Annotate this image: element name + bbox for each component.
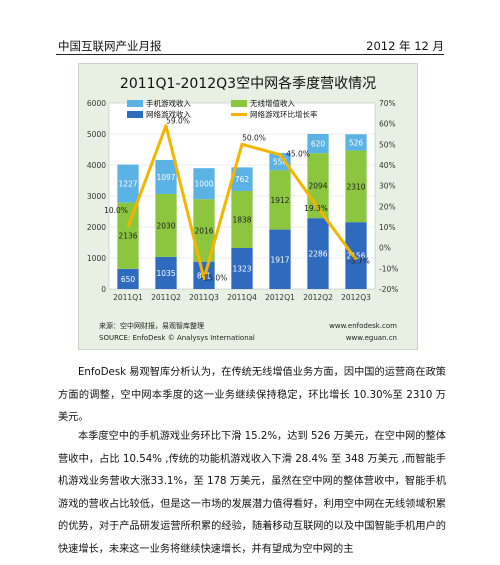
bar-segment — [269, 229, 291, 289]
x-tick-label: 2011Q4 — [227, 293, 257, 302]
header-date: 2012 年 12 月 — [366, 39, 444, 53]
bar-segment — [345, 150, 367, 223]
bar-value-label: 2030 — [156, 221, 175, 230]
y-right-tick-label: 0% — [379, 244, 391, 253]
bar-value-label: 620 — [311, 140, 326, 149]
legend-growth-rate-label: 网络游戏环比增长率 — [250, 109, 318, 119]
bar-segment — [269, 153, 291, 171]
bar-segment — [155, 159, 177, 194]
growth-rate-label: 19.3% — [304, 204, 328, 213]
growth-rate-label: -15.0% — [201, 274, 228, 283]
y-left-tick-label: 1000 — [87, 254, 106, 263]
bar-segment — [155, 256, 177, 289]
source-url-1: www.enfodesk.com — [329, 322, 397, 330]
growth-rate-label: 50.0% — [242, 133, 266, 142]
bar-segment — [117, 268, 139, 289]
y-right-tick-label: 20% — [379, 202, 396, 211]
y-right-tick-label: 30% — [379, 182, 396, 191]
x-tick-label: 2011Q3 — [189, 293, 219, 302]
bar-segment — [307, 134, 329, 154]
bar-value-label: 1323 — [232, 264, 251, 273]
bar-value-label: 556 — [273, 158, 288, 167]
legend-wireless-vas-label: 无线增值收入 — [250, 98, 295, 108]
bar-segment — [307, 218, 329, 289]
y-right-tick-label: 70% — [379, 99, 396, 108]
header-rule — [56, 54, 444, 55]
bar-value-label: 1000 — [194, 180, 213, 189]
y-left-tick-label: 5000 — [87, 130, 106, 139]
bar-segment — [345, 222, 367, 289]
x-tick-label: 2012Q3 — [341, 293, 371, 302]
source-note-cn: 来源：空中网财报，易观智库整理 — [99, 321, 204, 330]
bar-segment — [193, 199, 215, 262]
bar-value-label: 1097 — [156, 173, 175, 182]
x-tick-label: 2011Q1 — [113, 293, 143, 302]
y-left-tick-label: 2000 — [87, 223, 106, 232]
growth-rate-label: 59.0% — [166, 117, 190, 126]
growth-rate-label: -5.7% — [348, 256, 370, 265]
revenue-chart-figure: 2011Q1-2012Q3空中网各季度营收情况 0 1000 2000 3000 4000… — [78, 63, 418, 350]
bar-segment — [231, 167, 253, 192]
revenue-chart: 2011Q1-2012Q3空中网各季度营收情况 0 1000 2000 3000 4000… — [87, 76, 398, 342]
bar-value-label: 2136 — [118, 232, 137, 241]
bar-segment — [231, 191, 253, 248]
bar-value-label: 1035 — [156, 269, 175, 278]
bar-value-label: 526 — [349, 138, 364, 147]
y-right-tick-label: 50% — [379, 140, 396, 149]
bar-value-label: 2286 — [308, 250, 327, 259]
bar-value-label: 1838 — [232, 215, 251, 224]
bar-value-label: 2016 — [194, 226, 213, 235]
legend-mobile-games-swatch — [127, 100, 143, 107]
y-right-tick-label: -10% — [379, 264, 398, 273]
growth-rate-line — [126, 124, 358, 281]
y-right-tick-label: 10% — [379, 223, 396, 232]
bar-value-label: 1912 — [270, 196, 289, 205]
y-right-tick-label: 60% — [379, 120, 396, 129]
bar-segment — [117, 202, 139, 269]
y-left-tick-label: 3000 — [87, 192, 106, 201]
source-note-en: SOURCE: EnfoDesk © Analysys Internationa… — [99, 334, 255, 342]
y-right-tick-label: -20% — [379, 285, 398, 294]
paragraph-2: 本季度空中的手机游戏业务环比下滑 15.2%，达到 526 万美元，在空中网的整… — [58, 431, 446, 555]
header-title: 中国互联网产业月报 — [58, 39, 162, 53]
bar-value-label: 2156 — [346, 252, 365, 261]
bar-value-label: 2094 — [308, 182, 327, 191]
legend-wireless-vas-swatch — [231, 100, 247, 107]
legend-online-games-label: 网络游戏收入 — [146, 109, 191, 119]
y-left-tick-label: 4000 — [87, 161, 106, 170]
x-tick-label: 2011Q2 — [151, 293, 181, 302]
bar-value-label: 2310 — [346, 182, 365, 191]
bar-segment — [231, 247, 253, 289]
y-right-tick-label: 40% — [379, 161, 396, 170]
bar-segment — [193, 168, 215, 200]
bar-value-label: 1917 — [270, 255, 289, 264]
bar-segment — [345, 134, 367, 151]
x-tick-label: 2012Q1 — [265, 293, 295, 302]
y-left-tick-label: 6000 — [87, 99, 106, 108]
growth-rate-label: 10.0% — [104, 206, 128, 215]
bar-value-label: 1227 — [118, 180, 137, 189]
bar-value-label: 762 — [235, 175, 250, 184]
y-left-tick-label: 0 — [101, 285, 106, 294]
growth-rate-label: 45.0% — [286, 150, 310, 159]
bar-value-label: 650 — [121, 275, 136, 284]
bar-segment — [117, 164, 139, 203]
legend-mobile-games-label: 手机游戏收入 — [146, 98, 191, 108]
x-tick-label: 2012Q2 — [303, 293, 333, 302]
bar-segment — [155, 193, 177, 257]
legend-online-games-swatch — [127, 111, 143, 118]
chart-title: 2011Q1-2012Q3空中网各季度营收情况 — [120, 76, 376, 92]
source-url-2: www.eguan.cn — [346, 334, 397, 342]
bar-segment — [269, 170, 291, 230]
paragraph-1: EnfoDesk 易观智库分析认为，在传统无线增值业务方面，因中国的运营商在政策… — [58, 367, 446, 423]
